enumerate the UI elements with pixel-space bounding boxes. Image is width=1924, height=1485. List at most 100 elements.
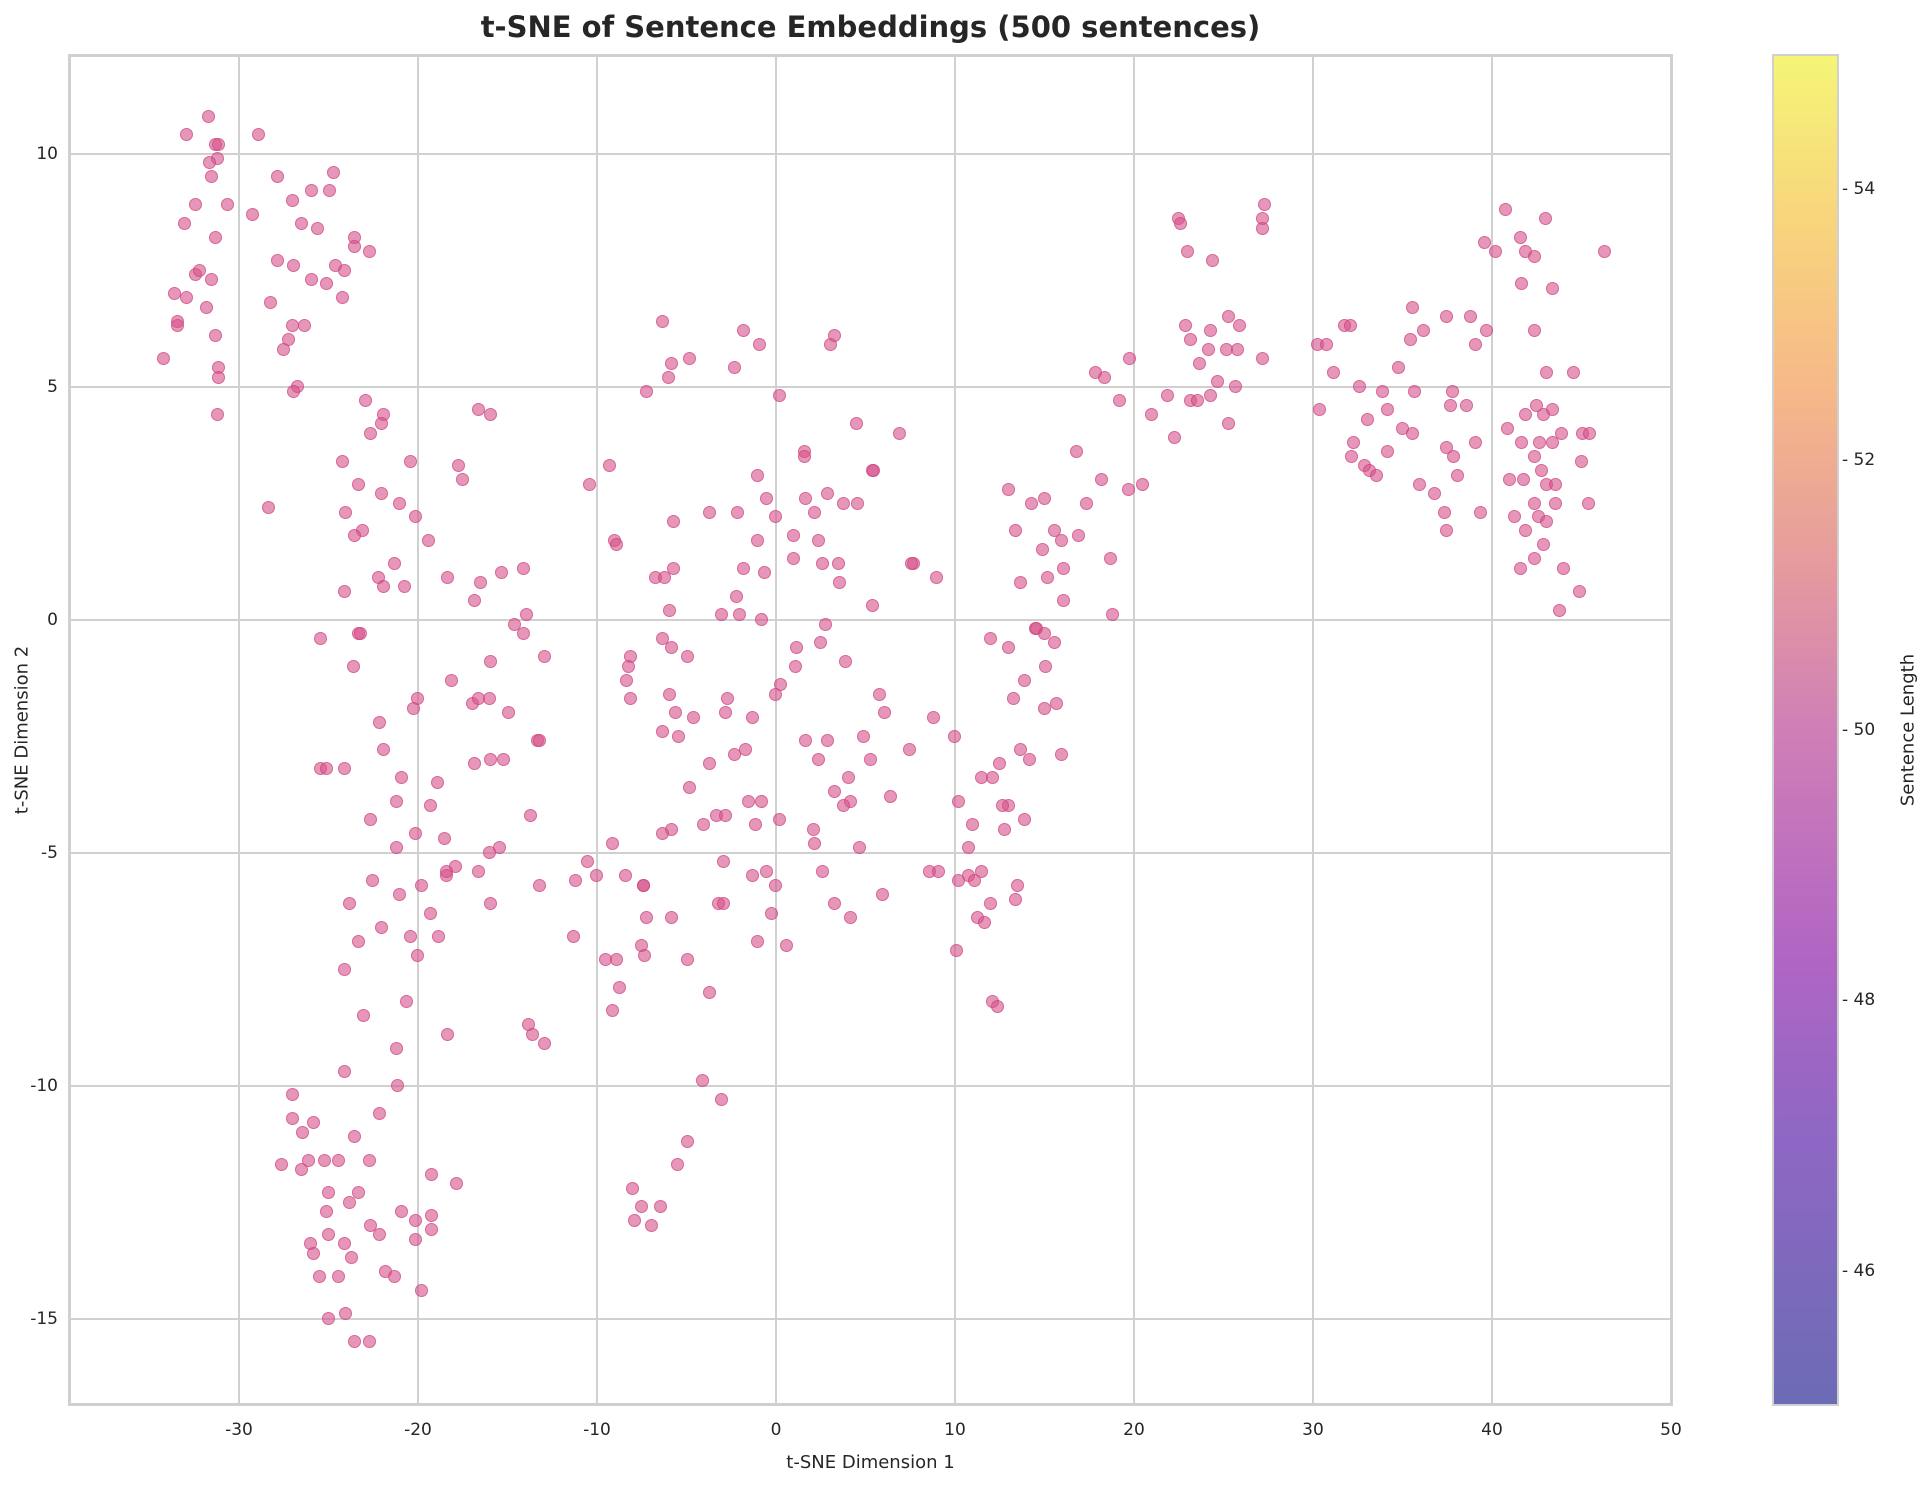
data-point (332, 1270, 346, 1284)
data-point (733, 608, 747, 622)
data-point (663, 603, 677, 617)
x-gridline (238, 57, 240, 1403)
data-point (409, 1214, 423, 1228)
data-point (348, 529, 362, 543)
data-point (452, 459, 466, 473)
data-point (305, 272, 319, 286)
data-point (760, 491, 774, 505)
data-point (323, 184, 337, 198)
y-gridline (71, 1318, 1670, 1320)
data-point (339, 505, 353, 519)
data-point (666, 515, 680, 529)
data-point (865, 599, 879, 613)
data-point (1057, 561, 1071, 575)
data-point (815, 557, 829, 571)
colorbar-tick-label: - 48 (1842, 990, 1876, 1011)
data-point (1549, 477, 1563, 491)
data-point (357, 1009, 371, 1023)
data-point (695, 1074, 709, 1088)
data-point (811, 533, 825, 547)
data-point (754, 613, 768, 626)
data-point (516, 626, 530, 640)
data-point (430, 776, 444, 790)
data-point (622, 659, 636, 673)
data-point (1549, 496, 1563, 510)
data-point (1023, 752, 1037, 766)
data-point (1527, 449, 1541, 463)
data-point (351, 1186, 365, 1200)
data-point (808, 505, 822, 519)
y-tick-label: 0 (47, 610, 58, 630)
data-point (697, 818, 711, 832)
data-point (1535, 463, 1549, 477)
data-point (414, 1284, 428, 1298)
colorbar-tick-label: - 52 (1842, 449, 1876, 470)
data-point (319, 1204, 333, 1218)
data-point (640, 911, 654, 925)
data-point (1017, 673, 1031, 687)
data-point (321, 1228, 335, 1242)
data-point (751, 934, 765, 948)
data-point (1502, 473, 1516, 487)
data-point (287, 384, 301, 398)
data-point (362, 1153, 376, 1167)
data-point (967, 873, 981, 887)
data-point (892, 426, 906, 440)
data-point (344, 1251, 358, 1265)
data-point (758, 566, 772, 580)
x-gridline (417, 57, 419, 1403)
data-point (1191, 393, 1205, 407)
data-point (1180, 244, 1194, 258)
data-point (507, 617, 521, 631)
data-point (326, 165, 340, 179)
data-point (638, 948, 652, 962)
data-point (1001, 482, 1015, 496)
colorbar (1772, 54, 1839, 1406)
data-point (681, 650, 695, 664)
data-point (276, 342, 290, 356)
data-point (1513, 561, 1527, 575)
data-point (203, 156, 217, 170)
data-point (407, 701, 421, 715)
data-point (1168, 431, 1182, 445)
data-point (1123, 352, 1137, 366)
data-point (754, 794, 768, 808)
data-point (683, 780, 697, 794)
data-point (749, 818, 763, 832)
data-point (1014, 743, 1028, 757)
data-point (656, 724, 670, 738)
data-point (1538, 212, 1552, 226)
data-point (1527, 249, 1541, 263)
data-point (1519, 524, 1532, 538)
colorbar-tick-label: - 50 (1842, 720, 1876, 740)
data-point (752, 338, 766, 352)
data-point (606, 836, 620, 850)
data-point (1135, 477, 1149, 491)
data-point (337, 762, 351, 776)
data-point (751, 533, 765, 547)
data-point (364, 813, 378, 827)
data-point (654, 1200, 668, 1214)
data-point (1313, 403, 1327, 417)
data-point (878, 706, 892, 720)
data-point (285, 319, 299, 333)
data-point (772, 389, 786, 403)
data-point (403, 454, 417, 468)
data-point (951, 794, 965, 808)
data-point (645, 1218, 659, 1232)
data-point (319, 277, 333, 291)
data-point (296, 1125, 310, 1139)
data-point (394, 771, 408, 785)
data-point (1527, 496, 1541, 510)
data-point (1488, 244, 1502, 258)
data-point (403, 929, 417, 943)
data-point (609, 538, 623, 552)
data-point (1554, 426, 1568, 440)
data-point (337, 1065, 351, 1079)
data-point (729, 589, 743, 603)
data-point (1071, 529, 1085, 543)
data-point (640, 384, 654, 398)
data-point (317, 1153, 331, 1167)
data-point (668, 706, 682, 720)
data-point (1161, 389, 1174, 403)
